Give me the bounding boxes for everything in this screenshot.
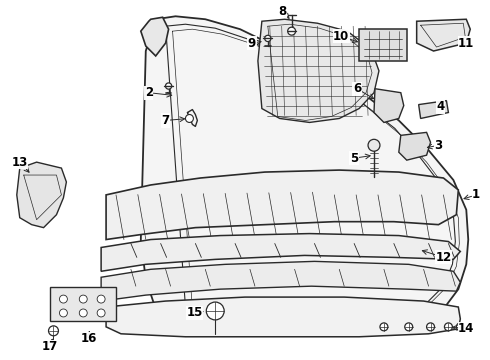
Polygon shape xyxy=(399,132,431,160)
Text: 9: 9 xyxy=(248,37,261,50)
Polygon shape xyxy=(101,234,460,271)
Text: 14: 14 xyxy=(452,322,474,336)
Polygon shape xyxy=(106,297,460,337)
Text: 13: 13 xyxy=(12,156,29,172)
Circle shape xyxy=(380,323,388,331)
Text: 7: 7 xyxy=(162,114,185,127)
Circle shape xyxy=(79,309,87,317)
Polygon shape xyxy=(17,162,66,228)
Circle shape xyxy=(444,323,452,331)
Circle shape xyxy=(49,326,58,336)
Text: 2: 2 xyxy=(145,86,171,99)
Polygon shape xyxy=(418,100,448,118)
Polygon shape xyxy=(416,19,470,51)
Text: 10: 10 xyxy=(333,30,357,42)
Text: 8: 8 xyxy=(279,5,289,18)
Polygon shape xyxy=(49,287,116,321)
Polygon shape xyxy=(101,261,460,301)
Polygon shape xyxy=(258,19,379,122)
Text: 5: 5 xyxy=(350,152,370,165)
Circle shape xyxy=(97,295,105,303)
Polygon shape xyxy=(141,16,468,329)
Circle shape xyxy=(166,83,171,89)
Polygon shape xyxy=(374,89,404,122)
Circle shape xyxy=(427,323,435,331)
Circle shape xyxy=(288,27,295,35)
Text: 4: 4 xyxy=(437,100,444,113)
Text: 3: 3 xyxy=(427,139,442,152)
Circle shape xyxy=(405,323,413,331)
Text: 11: 11 xyxy=(458,37,474,50)
Circle shape xyxy=(265,35,271,41)
Circle shape xyxy=(59,295,68,303)
Polygon shape xyxy=(106,170,458,239)
Text: 12: 12 xyxy=(422,250,452,264)
Circle shape xyxy=(79,295,87,303)
Circle shape xyxy=(97,309,105,317)
Circle shape xyxy=(206,302,224,320)
Circle shape xyxy=(368,139,380,151)
Text: 6: 6 xyxy=(353,82,374,99)
Circle shape xyxy=(185,114,194,122)
Polygon shape xyxy=(359,29,407,61)
Text: 16: 16 xyxy=(81,332,98,345)
Circle shape xyxy=(456,323,465,331)
Text: 17: 17 xyxy=(41,339,58,353)
Text: 15: 15 xyxy=(186,306,203,319)
Circle shape xyxy=(59,309,68,317)
Polygon shape xyxy=(141,17,169,56)
Text: 1: 1 xyxy=(464,188,480,201)
